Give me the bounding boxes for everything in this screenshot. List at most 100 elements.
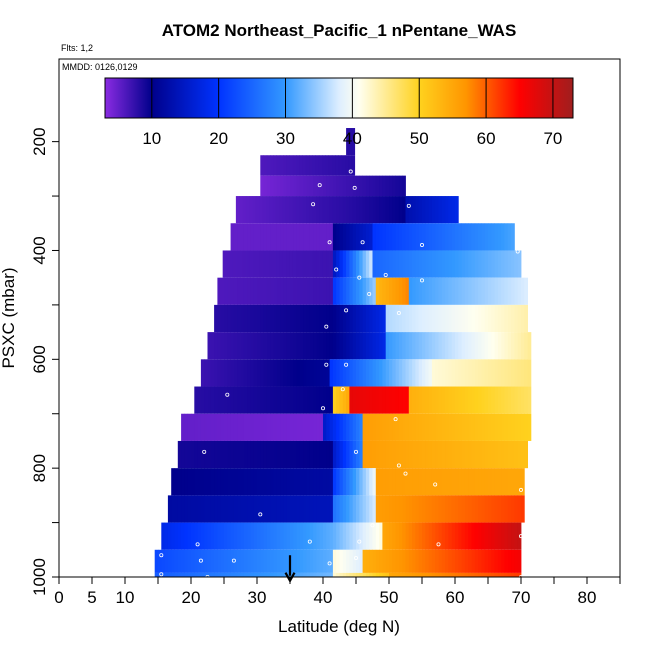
heat-cell <box>461 468 466 496</box>
heat-cell <box>428 549 433 573</box>
heat-cell <box>227 549 231 573</box>
x-axis-label: Latitude (deg N) <box>278 617 400 636</box>
heat-cell <box>280 440 284 469</box>
heat-cell <box>356 332 360 360</box>
heat-cell <box>392 250 396 278</box>
heat-cell <box>220 386 225 414</box>
heat-cell <box>316 495 321 523</box>
heat-cell <box>408 223 413 251</box>
heat-cell <box>246 250 250 278</box>
sample-point <box>202 449 207 454</box>
heat-cell <box>389 332 393 360</box>
heat-cell <box>438 359 443 387</box>
heat-cell <box>230 413 235 441</box>
heat-cell <box>435 304 439 333</box>
sample-point <box>334 267 339 272</box>
heat-cell <box>342 495 347 523</box>
heat-cell <box>458 440 462 469</box>
heat-cell <box>359 495 363 523</box>
heat-cell <box>431 522 436 550</box>
heat-cell <box>323 359 327 387</box>
heat-cell <box>415 440 420 469</box>
heat-cell <box>382 440 387 469</box>
heat-cell <box>342 277 347 305</box>
heat-cell <box>425 250 429 278</box>
heat-cell <box>187 572 192 577</box>
heat-cell <box>187 522 192 550</box>
heat-cell <box>266 386 271 414</box>
heat-cell <box>240 304 245 333</box>
heat-cell <box>422 386 426 414</box>
heat-cell <box>405 196 410 224</box>
heat-cell <box>497 468 502 496</box>
heat-cell <box>167 549 172 573</box>
heat-cell <box>412 386 416 414</box>
heat-cell <box>504 440 509 469</box>
heat-cell <box>362 332 367 360</box>
heat-cell <box>451 522 456 550</box>
colorbar-tick-label: 60 <box>477 129 496 148</box>
sample-point <box>353 449 358 454</box>
heat-cell <box>511 250 515 278</box>
heat-cell <box>412 468 416 496</box>
heat-cell <box>243 549 248 573</box>
heat-cell <box>174 549 179 573</box>
heat-cell <box>375 468 380 496</box>
heat-cell <box>319 359 324 387</box>
heat-cell <box>204 359 208 387</box>
heat-cell <box>280 386 284 414</box>
heat-cell <box>237 413 241 441</box>
heat-cell <box>336 223 340 251</box>
heat-cell <box>260 175 264 197</box>
heat-cell <box>428 522 433 550</box>
heat-cell <box>332 549 337 573</box>
heat-cell <box>349 549 354 573</box>
heat-cell <box>458 386 462 414</box>
heat-cell <box>478 277 482 305</box>
heat-cell <box>511 549 515 573</box>
heat-cell <box>313 304 317 333</box>
heat-cell <box>252 196 257 224</box>
heat-cell <box>458 549 462 573</box>
heat-cell <box>233 572 238 577</box>
heat-cell <box>230 359 235 387</box>
heat-cell <box>395 359 400 387</box>
heat-cell <box>514 549 519 573</box>
heat-cell <box>389 175 393 197</box>
heat-cell <box>507 522 512 550</box>
heat-cell <box>471 332 476 360</box>
heat-cell <box>210 495 215 523</box>
heat-cell <box>250 413 255 441</box>
heat-cell <box>230 495 235 523</box>
sample-point <box>327 561 332 566</box>
heat-cell <box>283 440 288 469</box>
heat-cell <box>501 386 505 414</box>
heat-cell <box>286 549 291 573</box>
heat-cell <box>402 386 406 414</box>
heat-cell <box>494 250 499 278</box>
heat-cell <box>402 332 406 360</box>
heat-cell <box>296 277 301 305</box>
heat-cell <box>270 332 274 360</box>
heat-cell <box>488 413 492 441</box>
heat-cell <box>346 522 350 550</box>
heat-cell <box>405 440 410 469</box>
heat-cell <box>171 522 175 550</box>
heat-cell <box>382 250 387 278</box>
chart-title: ATOM2 Northeast_Pacific_1 nPentane_WAS <box>162 21 517 40</box>
heat-cell <box>207 572 212 577</box>
heat-cell <box>289 155 294 176</box>
heat-cell <box>290 332 294 360</box>
heat-cell <box>369 304 373 333</box>
heat-cell <box>227 332 231 360</box>
heat-cell <box>237 277 241 305</box>
heat-cell <box>253 522 258 550</box>
heat-cell <box>247 440 251 469</box>
heat-cell <box>306 440 311 469</box>
heat-cell <box>312 155 317 176</box>
heat-cell <box>200 386 205 414</box>
heat-cell <box>273 549 278 573</box>
heat-cell <box>402 440 406 469</box>
heat-cell <box>369 332 373 360</box>
sample-point <box>519 575 523 577</box>
